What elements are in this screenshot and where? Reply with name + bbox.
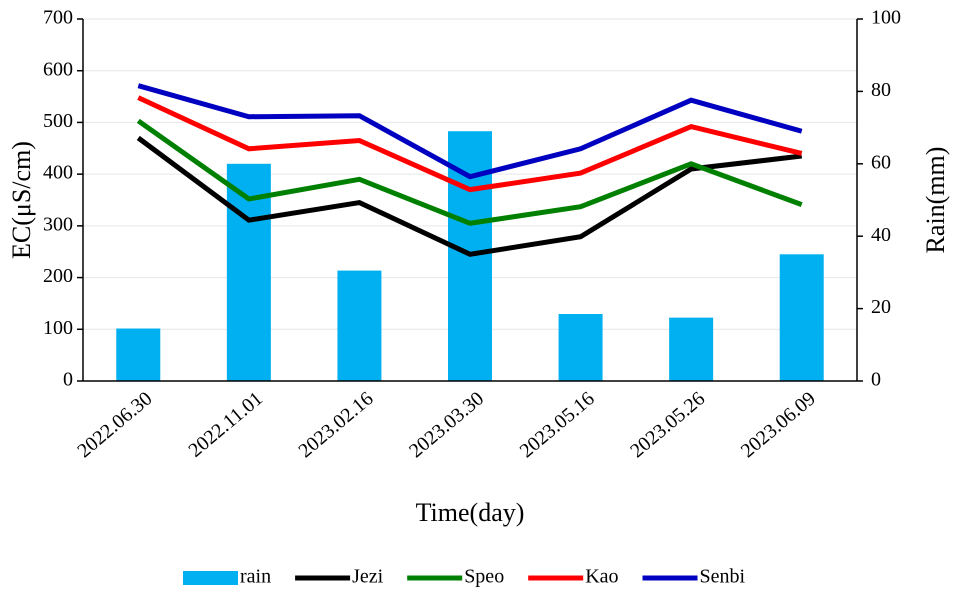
- line: [137, 83, 803, 180]
- y2-tick-label: 100: [871, 7, 901, 29]
- y2-tick-label: 0: [871, 369, 881, 391]
- y2-tick-label: 60: [871, 151, 891, 173]
- bar: [558, 314, 603, 381]
- legend-label: Kao: [585, 566, 618, 588]
- x-tick-label: 2023.05.16: [516, 387, 599, 462]
- line: [137, 95, 803, 193]
- x-tick-label: 2023.03.30: [405, 387, 488, 462]
- y-tick-label: 600: [43, 58, 73, 80]
- y-tick-label: 700: [43, 7, 73, 29]
- y-tick-label: 200: [43, 265, 73, 287]
- y-tick-label: 300: [43, 213, 73, 235]
- x-axis-title: Time(day): [416, 498, 525, 527]
- y-tick-label: 500: [43, 110, 73, 132]
- x-tick-label: 2022.06.30: [73, 387, 156, 462]
- y2-tick-label: 20: [871, 296, 891, 318]
- line: [136, 118, 803, 226]
- legend-label: Speo: [464, 566, 504, 588]
- line: [136, 135, 803, 257]
- bar: [337, 270, 382, 381]
- x-tick-label: 2022.11.01: [185, 387, 268, 461]
- bar: [116, 328, 161, 381]
- y2-tick-label: 80: [871, 79, 891, 101]
- y-axis-title: EC(μS/cm): [7, 141, 36, 259]
- legend-label: Jezi: [352, 566, 384, 588]
- y-tick-label: 0: [63, 369, 73, 391]
- bar: [779, 254, 824, 381]
- y2-axis-title: Rain(mm): [921, 147, 950, 254]
- legend-label: rain: [240, 566, 271, 588]
- y2-tick-label: 40: [871, 224, 891, 246]
- legend-swatch: [183, 571, 238, 585]
- x-tick-label: 2023.06.09: [737, 387, 820, 462]
- x-tick-label: 2023.02.16: [295, 387, 378, 462]
- bar: [669, 317, 714, 381]
- x-tick-label: 2023.05.26: [626, 387, 709, 462]
- legend-label: Senbi: [700, 566, 746, 588]
- y-tick-label: 100: [43, 317, 73, 339]
- y-tick-label: 400: [43, 162, 73, 184]
